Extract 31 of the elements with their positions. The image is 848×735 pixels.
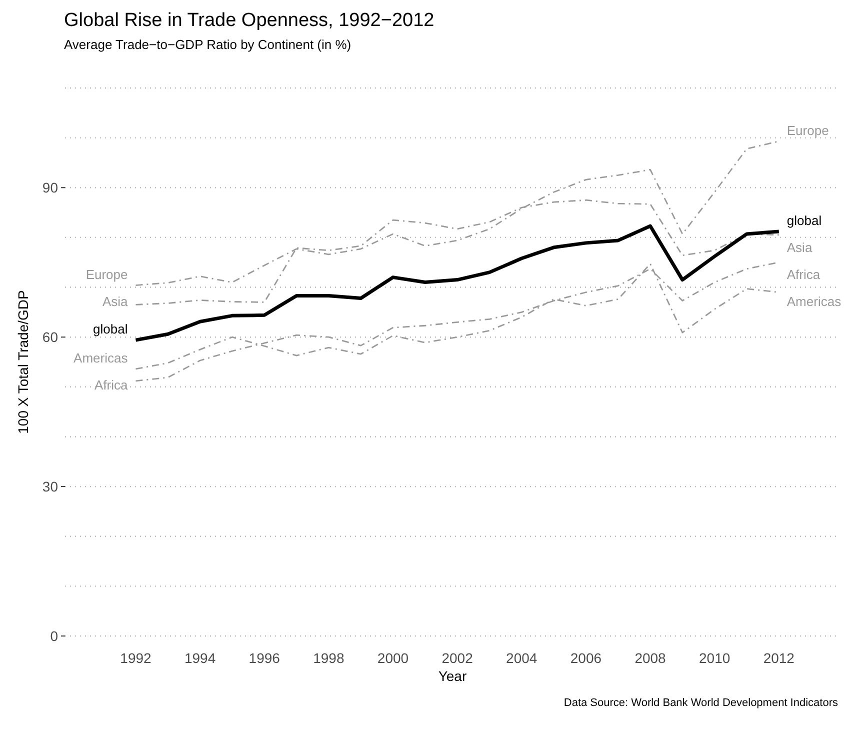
series-label: Europe — [86, 266, 128, 282]
x-tick-label: 1996 — [248, 650, 280, 666]
y-tick-label: 0 — [50, 628, 58, 644]
y-axis-title: 100 X Total Trade/GDP — [15, 290, 31, 434]
text: Americas — [74, 350, 128, 366]
x-axis-title: Year — [438, 668, 467, 684]
text: Europe — [786, 122, 829, 138]
text: Africa — [786, 267, 820, 282]
y-tick-label: 90 — [42, 180, 58, 196]
text: Asia — [786, 240, 812, 256]
x-tick-label: 2004 — [506, 650, 538, 666]
series-label: global — [93, 322, 128, 337]
x-tick-label: 2006 — [570, 650, 602, 666]
y-tick-label: 60 — [42, 328, 58, 345]
x-tick-label: 2008 — [634, 650, 666, 666]
source-note: Data Source: World Bank World Development Indicators — [564, 697, 838, 709]
series-label: Americas — [786, 294, 842, 310]
y-tick-label: 30 — [42, 478, 58, 494]
x-tick-label: 2012 — [763, 650, 795, 666]
series-label: Asia — [102, 294, 129, 309]
x-tick-label: 2002 — [442, 650, 474, 666]
x-tick-label: 1994 — [184, 650, 216, 666]
x-tick-label: 1992 — [120, 650, 152, 666]
chart-subtitle: Average Trade−to−GDP Ratio by Continent (in %) — [64, 37, 352, 52]
x-tick-label: 1998 — [313, 650, 344, 666]
line-series — [134, 224, 781, 342]
x-tick-label: 2010 — [699, 650, 730, 666]
series-label: Africa — [94, 378, 129, 393]
text: global — [786, 213, 822, 228]
x-tick-label: 2000 — [377, 650, 409, 666]
chart-title: Global Rise in Trade Openness, 1992−2012 — [64, 10, 434, 31]
